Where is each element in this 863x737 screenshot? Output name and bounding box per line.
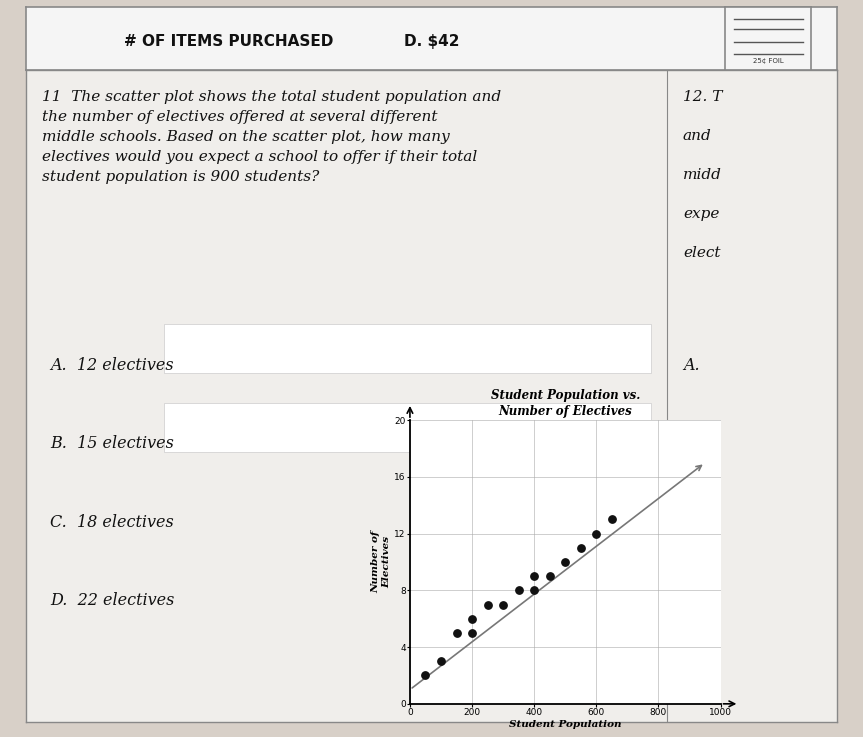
Point [434,655,448,667]
Point [465,627,479,639]
Point [574,542,588,553]
Text: 11  The scatter plot shows the total student population and
the number of electi: 11 The scatter plot shows the total stud… [42,90,501,184]
Text: C.: C. [683,514,700,531]
Text: elect: elect [683,246,721,260]
Text: 25¢ FOIL: 25¢ FOIL [753,57,784,63]
Point [605,514,619,525]
Point [496,598,510,610]
Text: and: and [683,129,712,143]
Text: midd: midd [683,168,721,182]
Point [419,669,432,681]
Text: A.: A. [683,357,700,374]
Point [465,613,479,625]
Text: B.  15 electives: B. 15 electives [50,436,174,453]
Text: C.  18 electives: C. 18 electives [50,514,174,531]
Text: 12. T: 12. T [683,90,722,104]
Point [589,528,603,539]
Point [527,570,541,582]
Point [527,584,541,596]
Text: D. $42: D. $42 [404,35,459,49]
FancyBboxPatch shape [164,324,651,374]
Text: A.  12 electives: A. 12 electives [50,357,173,374]
FancyBboxPatch shape [164,402,651,452]
Y-axis label: Number of
Electives: Number of Electives [371,531,392,593]
Title: Student Population vs.
Number of Electives: Student Population vs. Number of Electiv… [490,389,640,418]
Point [558,556,572,568]
Point [543,570,557,582]
Text: B.: B. [683,436,700,453]
Text: D.: D. [683,592,701,609]
Point [481,598,494,610]
Point [450,627,463,639]
Text: # OF ITEMS PURCHASED: # OF ITEMS PURCHASED [124,35,333,49]
Text: D.  22 electives: D. 22 electives [50,592,174,609]
Text: expe: expe [683,207,720,221]
X-axis label: Student Population: Student Population [509,720,621,729]
Point [512,584,526,596]
